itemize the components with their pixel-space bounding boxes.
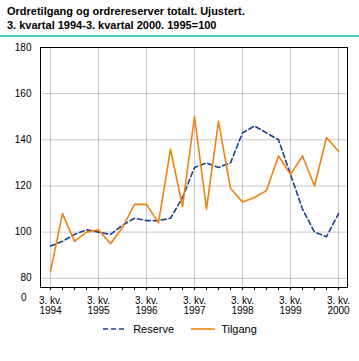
svg-text:0: 0 xyxy=(21,292,27,303)
svg-text:120: 120 xyxy=(15,180,32,191)
svg-text:3. kv.1997: 3. kv.1997 xyxy=(183,295,206,316)
svg-text:180: 180 xyxy=(15,42,32,53)
html-text:Ordretilgang og ordrereserver: Ordretilgang og ordrereserver totalt. Uj… xyxy=(7,5,245,17)
svg-text:3. kv.1999: 3. kv.1999 xyxy=(279,295,302,316)
svg-text:3. kv.1995: 3. kv.1995 xyxy=(87,295,110,316)
html-text:Reserve: Reserve xyxy=(133,323,175,335)
svg-text:3. kv.1996: 3. kv.1996 xyxy=(135,295,158,316)
svg-text:3. kv.1998: 3. kv.1998 xyxy=(231,295,254,316)
svg-text:100: 100 xyxy=(15,226,32,237)
html-text:3. kvartal 1994-3. kvartal 200: 3. kvartal 1994-3. kvartal 2000. 1995=10… xyxy=(7,19,217,31)
svg-text:3. kv.1994: 3. kv.1994 xyxy=(39,295,62,316)
html-text:Tilgang: Tilgang xyxy=(221,323,257,335)
svg-text:3. kv.2000: 3. kv.2000 xyxy=(327,295,350,316)
svg-text:80: 80 xyxy=(20,272,32,283)
svg-text:160: 160 xyxy=(15,88,32,99)
svg-text:140: 140 xyxy=(15,134,32,145)
